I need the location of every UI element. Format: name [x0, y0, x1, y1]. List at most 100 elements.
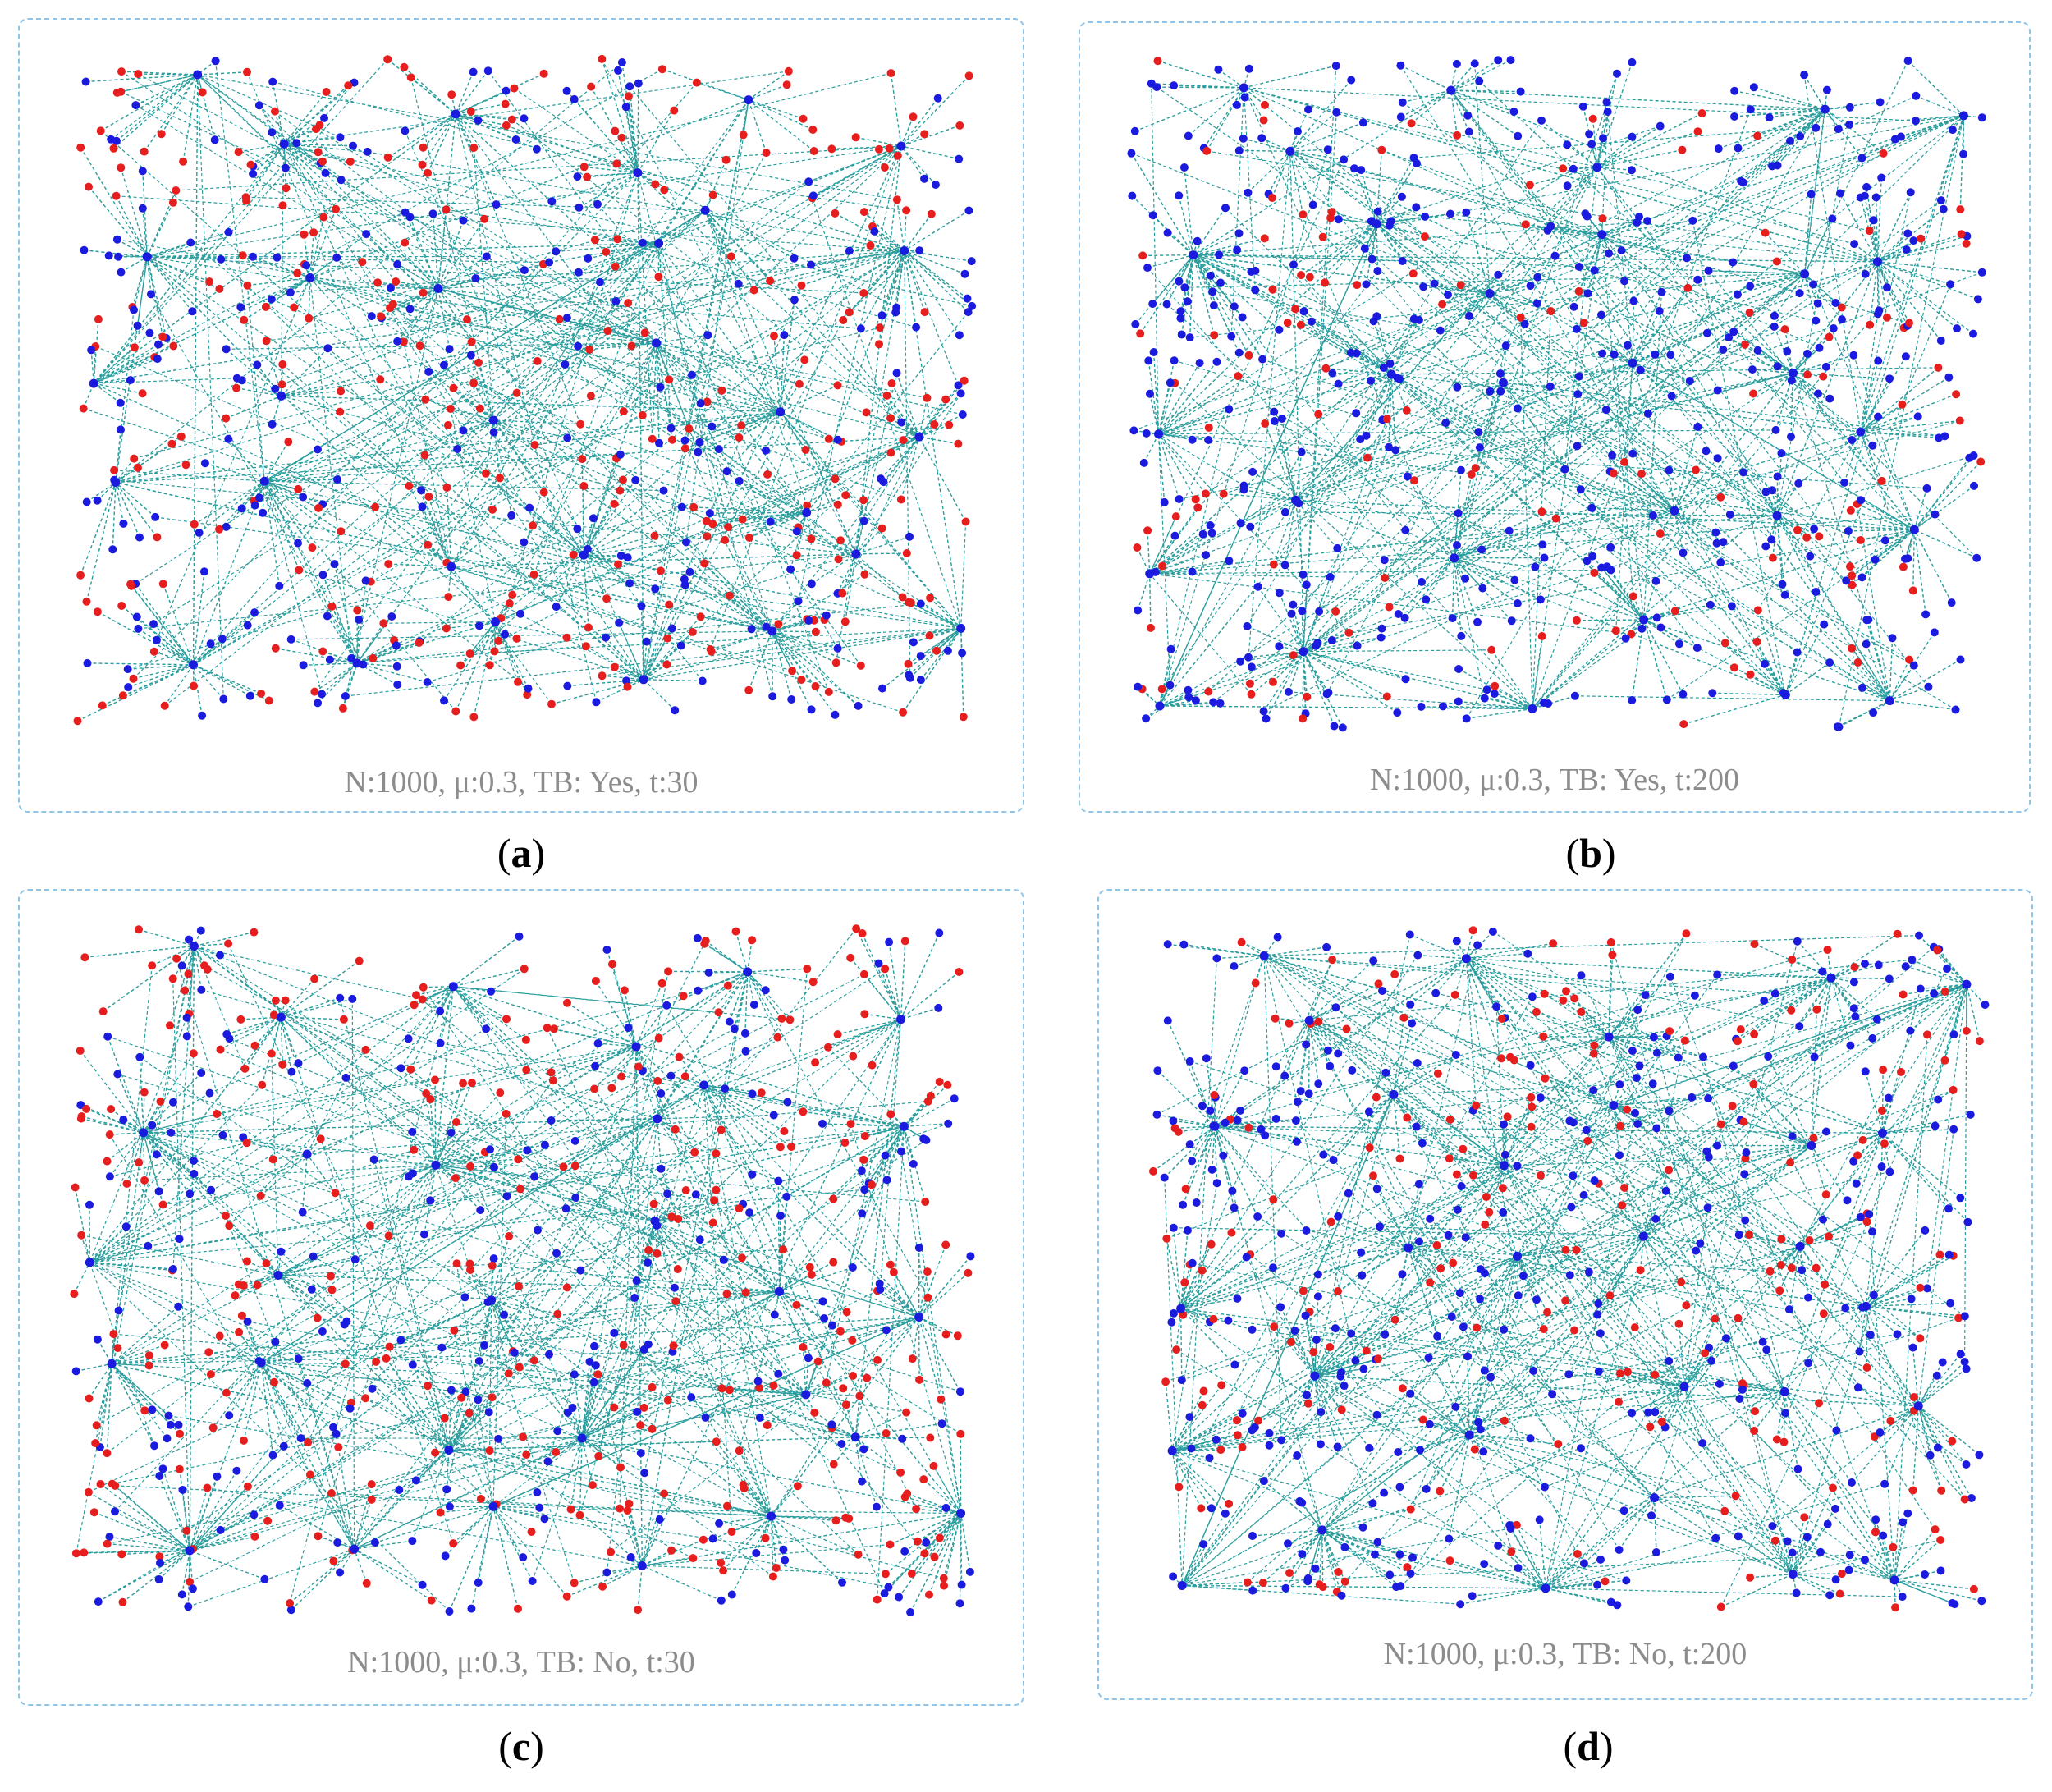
node: [734, 279, 743, 288]
edge: [1158, 168, 1574, 435]
edge: [99, 1363, 112, 1448]
node: [719, 1566, 728, 1575]
edge: [903, 1084, 948, 1127]
node: [1259, 116, 1268, 125]
node: [1331, 607, 1340, 616]
edge: [1683, 1337, 1727, 1387]
node: [496, 474, 504, 483]
edge: [117, 1074, 144, 1134]
edge: [260, 1341, 276, 1363]
edge: [1182, 1584, 1546, 1589]
edge: [1532, 635, 1543, 709]
edge: [403, 288, 439, 342]
node: [669, 1341, 678, 1350]
edge: [1454, 958, 1468, 996]
edge: [182, 74, 199, 162]
node: [670, 1283, 679, 1292]
edge: [1400, 65, 1452, 91]
edge: [88, 186, 148, 258]
node: [589, 1377, 598, 1386]
hub-node: [1485, 289, 1495, 298]
edge: [193, 946, 208, 970]
node: [314, 699, 323, 708]
node: [914, 1244, 923, 1252]
node: [361, 1045, 370, 1054]
edge: [1454, 529, 1510, 559]
edge: [263, 448, 318, 482]
edge: [113, 1333, 806, 1396]
node: [1539, 699, 1548, 708]
node: [761, 986, 770, 995]
node: [190, 1169, 199, 1178]
node: [737, 421, 746, 430]
edge: [1876, 261, 1974, 335]
node: [675, 1052, 684, 1061]
node: [264, 696, 273, 705]
node: [245, 691, 254, 700]
node: [124, 683, 133, 692]
node: [284, 438, 293, 447]
node: [485, 661, 494, 670]
node: [585, 1357, 594, 1366]
edge: [1161, 499, 1297, 690]
node: [1637, 624, 1647, 633]
edge: [771, 1515, 843, 1583]
edge: [712, 511, 807, 525]
edge: [1179, 254, 1194, 319]
node: [770, 1310, 779, 1319]
edge: [241, 379, 282, 397]
node: [811, 627, 820, 636]
edge: [437, 287, 740, 438]
node: [943, 646, 952, 655]
node: [701, 1413, 710, 1422]
edge: [747, 971, 813, 983]
node: [109, 144, 118, 153]
edge: [1309, 223, 1377, 278]
node: [570, 1162, 579, 1171]
node: [117, 67, 126, 76]
edge: [74, 1187, 90, 1263]
edge: [107, 971, 749, 1454]
node: [1845, 120, 1854, 129]
edge: [1784, 652, 1798, 695]
edge: [135, 209, 706, 584]
hub-node: [1372, 219, 1381, 229]
node: [1400, 613, 1409, 622]
node: [909, 638, 918, 647]
edge: [1517, 1249, 1577, 1257]
node: [726, 252, 735, 261]
node: [899, 708, 908, 717]
node: [303, 1379, 312, 1387]
edge: [1180, 994, 1456, 1309]
edge: [373, 1159, 450, 1451]
node: [884, 1583, 893, 1592]
node: [1280, 561, 1289, 570]
edge: [579, 1437, 583, 1515]
node: [174, 1302, 183, 1311]
edge: [1860, 419, 1960, 433]
network-graph-c: [70, 924, 975, 1616]
node: [873, 1355, 882, 1364]
node: [631, 475, 640, 484]
node: [1304, 105, 1312, 114]
node: [1275, 642, 1284, 651]
edge: [1390, 374, 1645, 621]
node: [859, 969, 868, 978]
hub-node: [579, 550, 589, 560]
edge: [1908, 60, 1964, 117]
hub-node: [743, 967, 753, 977]
node: [1812, 316, 1821, 325]
edge: [94, 250, 905, 384]
edge: [1613, 1104, 1670, 1111]
node: [570, 1579, 579, 1588]
edge: [412, 1364, 583, 1439]
node: [447, 1128, 456, 1137]
edge: [657, 1118, 781, 1292]
node: [920, 1549, 929, 1558]
node: [442, 1485, 451, 1494]
node: [845, 1514, 854, 1523]
node: [221, 1212, 230, 1220]
edge: [364, 1397, 450, 1451]
edge: [131, 585, 195, 666]
node: [237, 1311, 246, 1320]
